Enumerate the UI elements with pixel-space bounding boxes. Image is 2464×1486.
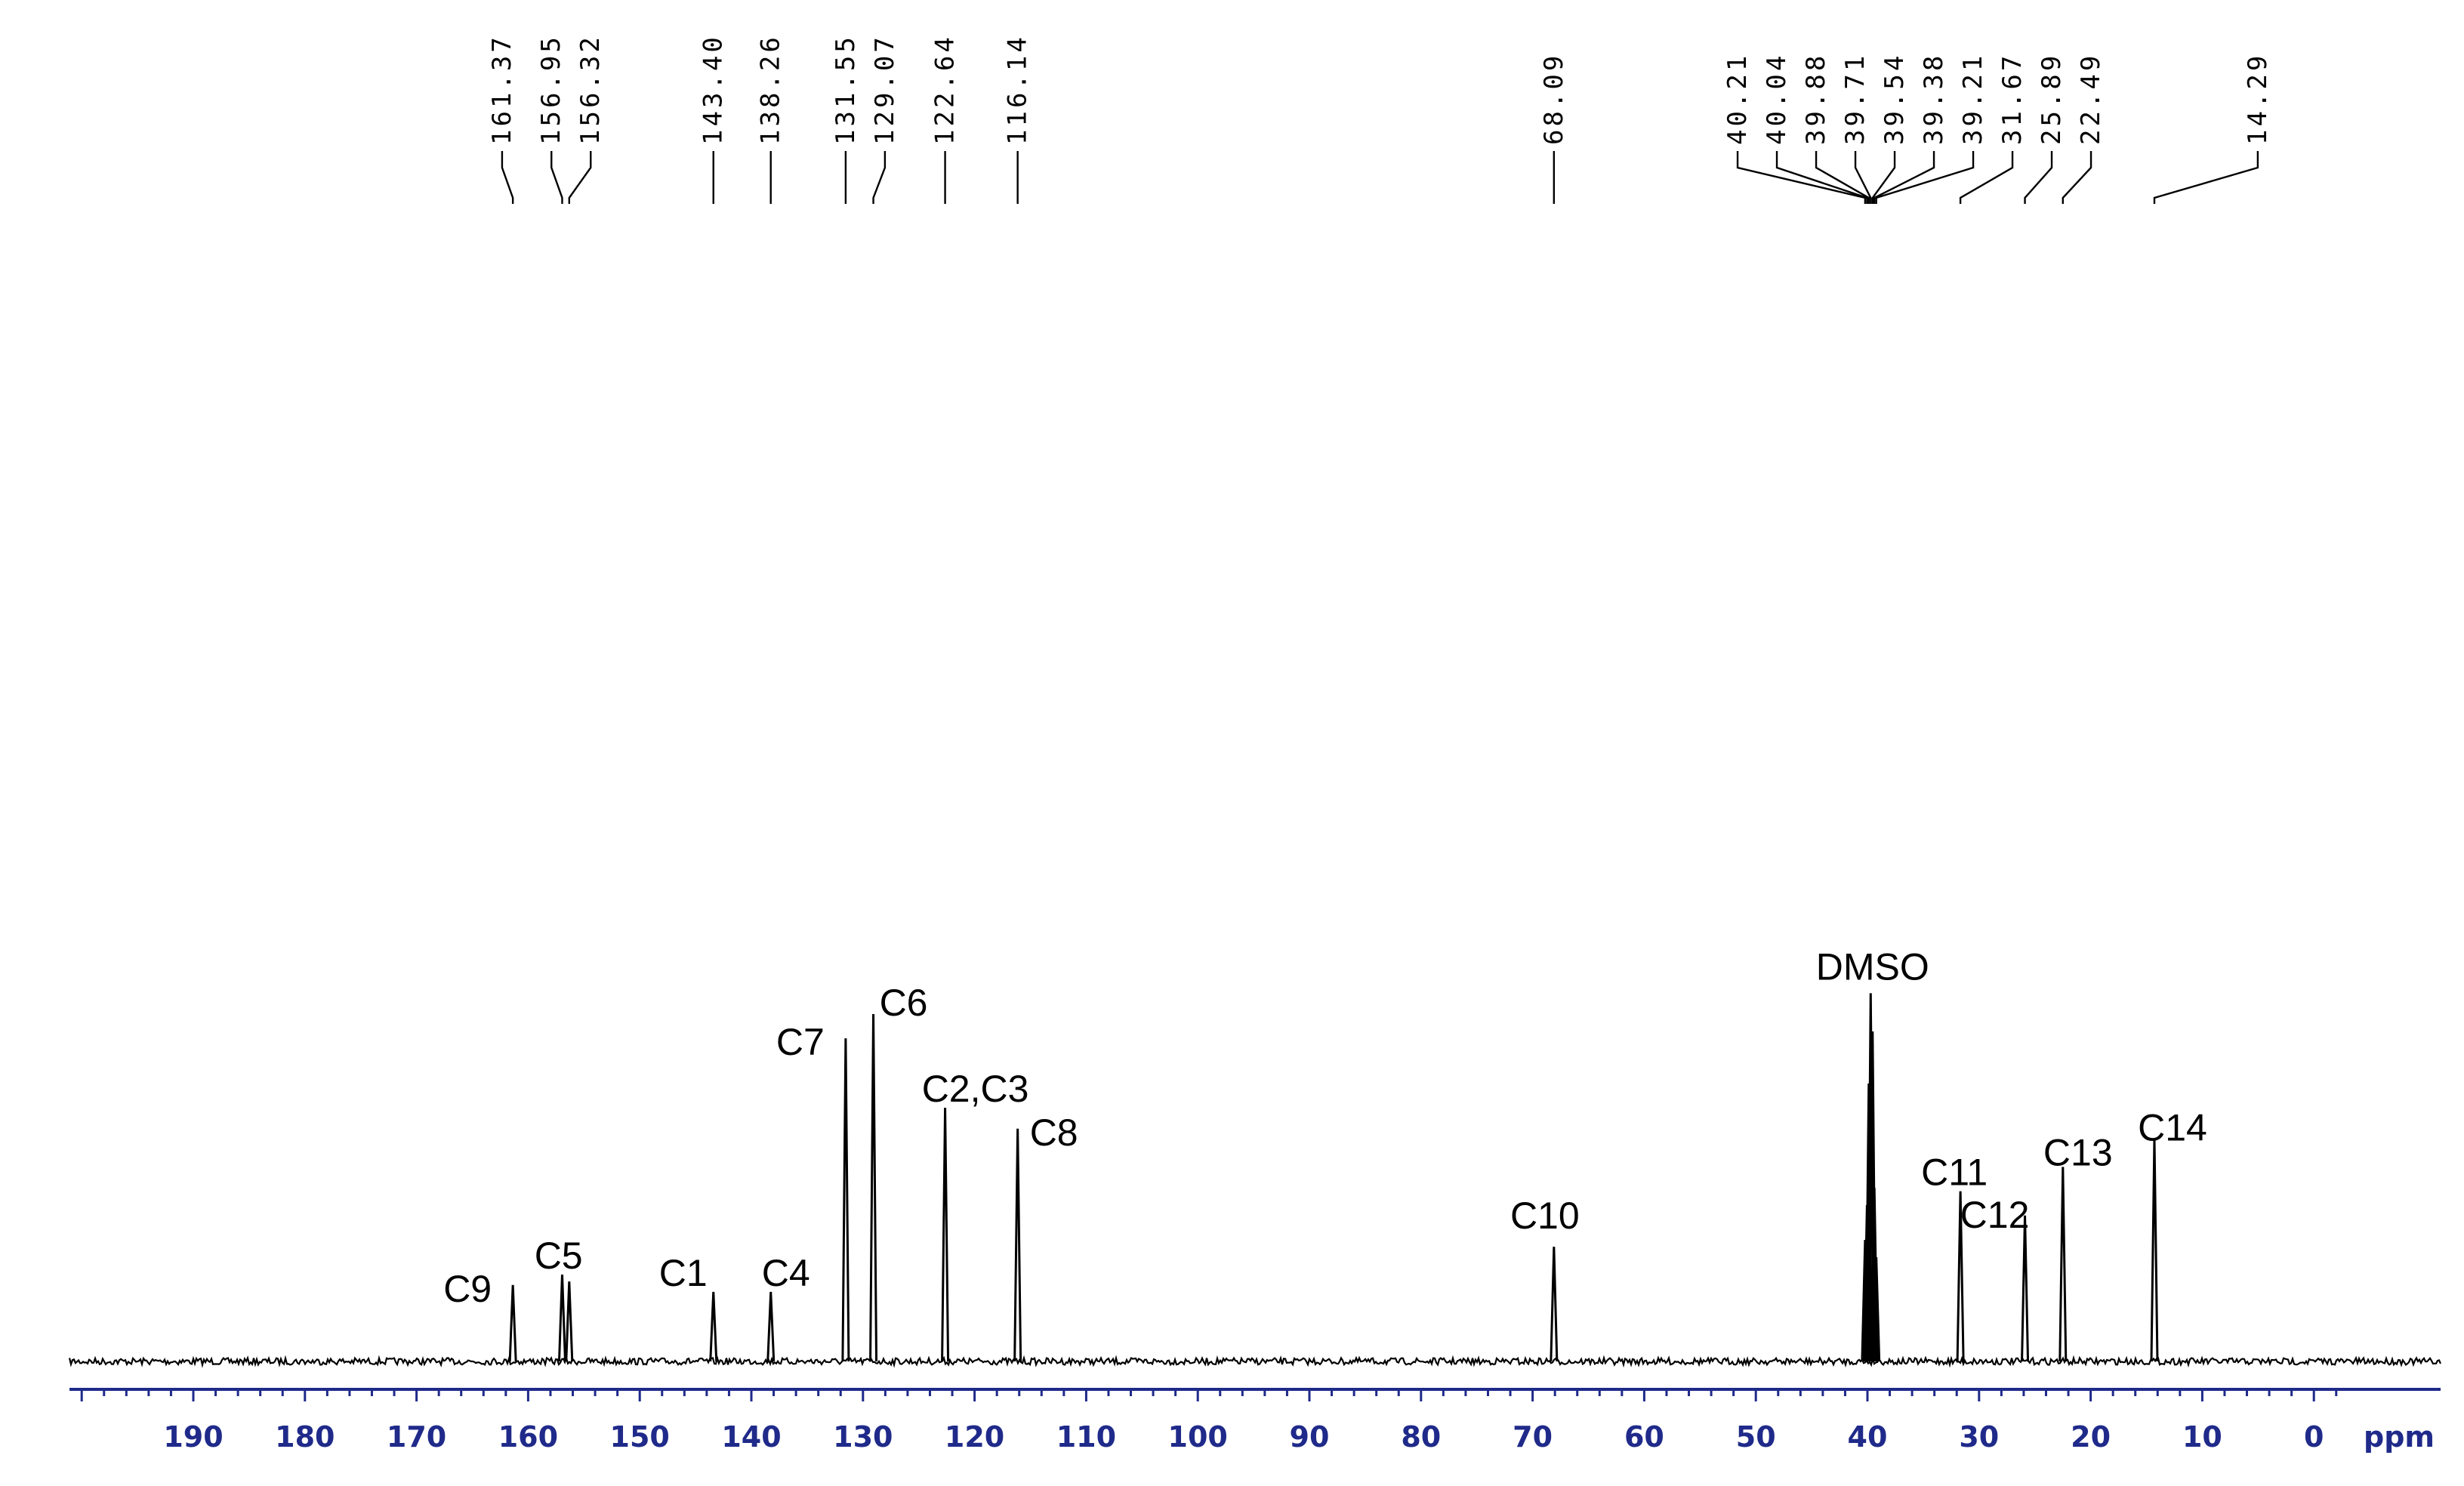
axis-tick-label: 80	[1401, 1420, 1441, 1454]
peak-list-label: 40.21	[1722, 53, 1753, 145]
peak-list-leader	[1875, 151, 1975, 204]
peak-list-leader	[1854, 151, 1872, 204]
peak-156.32	[565, 1281, 574, 1362]
peak-list-leader	[568, 151, 592, 204]
axis-tick-label: 90	[1290, 1420, 1330, 1454]
peak-list-leader	[1959, 151, 2014, 204]
axis-tick-label: 100	[1168, 1420, 1228, 1454]
axis-tick-label: 150	[610, 1420, 670, 1454]
peak-list-leader	[872, 151, 887, 204]
axis-tick-label: 160	[498, 1420, 558, 1454]
assignment-label: C14	[2138, 1107, 2207, 1149]
assignment-label: C7	[776, 1021, 825, 1063]
assignment-label: DMSO	[1816, 945, 1929, 988]
peak-list-leader	[1775, 151, 1868, 204]
axis-tick-label: 70	[1513, 1420, 1553, 1454]
axis-tick-label: 60	[1624, 1420, 1664, 1454]
axis-tick-label: 180	[275, 1420, 335, 1454]
axis-tick-label: 30	[1959, 1420, 1999, 1454]
x-axis: 190 180 170 160 150 140 130 120 110 100 90 80 70 60 50…	[69, 1388, 2441, 1454]
peak-161.37	[508, 1284, 517, 1362]
peak-list-leader	[1871, 151, 1896, 204]
peak-list-leader	[2024, 151, 2053, 204]
peak-list-leader	[550, 151, 563, 204]
peak-list-leader	[2153, 151, 2259, 204]
axis-tick-label: 170	[387, 1420, 446, 1454]
peak-list-label: 131.55	[831, 34, 861, 145]
peak-list-leader	[1736, 151, 1867, 204]
peak-list-label: 39.54	[1880, 53, 1910, 145]
peak-list-label: 40.04	[1762, 53, 1792, 145]
peak-list-label: 25.89	[2037, 53, 2067, 145]
axis-tick-label: 120	[945, 1420, 1004, 1454]
peak-122.64	[941, 1108, 950, 1362]
peak-14.29	[2150, 1139, 2159, 1362]
peak-39.38	[1870, 1187, 1879, 1362]
assignment-label: C8	[1030, 1111, 1078, 1154]
peak-list: 161.37 156.95 156.32 143.40 138.26 131.55 129.…	[487, 34, 2273, 204]
axis-tick-label: 110	[1056, 1420, 1116, 1454]
peak-list-label: 39.38	[1919, 53, 1949, 145]
peak-39.21	[1872, 1256, 1881, 1362]
peak-129.07	[869, 1013, 878, 1362]
assignment-label: C5	[535, 1235, 583, 1277]
peak-list-label: 156.32	[575, 34, 606, 145]
axis-tick-label: 20	[2071, 1420, 2111, 1454]
peak-list-label: 39.71	[1840, 53, 1870, 145]
peak-list-label: 156.95	[536, 34, 566, 145]
peak-143.4	[709, 1291, 718, 1362]
peak-list-leader	[2062, 151, 2092, 204]
axis-tick-label: 130	[833, 1420, 893, 1454]
peak-list-label: 129.07	[870, 34, 900, 145]
peak-31.67	[1956, 1191, 1965, 1362]
peak-131.55	[841, 1038, 850, 1362]
peak-138.26	[766, 1291, 776, 1362]
assignment-label: C2,C3	[922, 1068, 1029, 1110]
baseline-noise	[68, 1355, 2442, 1368]
axis-unit-label: ppm	[2364, 1420, 2435, 1454]
peak-list-leader	[1815, 151, 1870, 204]
assignment-label: C13	[2043, 1131, 2113, 1173]
axis-tick-label: 40	[1848, 1420, 1888, 1454]
assignment-label: C1	[659, 1252, 708, 1294]
axis-tick-label: 50	[1736, 1420, 1776, 1454]
peak-list-label: 143.40	[698, 34, 729, 145]
assignment-label: C11	[1921, 1151, 1988, 1194]
axis-tick-label: 10	[2182, 1420, 2222, 1454]
peak-list-label: 122.64	[930, 34, 961, 145]
peak-68.09	[1550, 1247, 1559, 1362]
peak-list-label: 39.21	[1958, 53, 1988, 145]
peak-156.95	[557, 1274, 566, 1362]
peak-list-leader	[501, 151, 514, 204]
assignment-label: C9	[443, 1268, 492, 1310]
axis-tick-label: 140	[721, 1420, 781, 1454]
peak-list-label: 116.14	[1003, 34, 1033, 145]
peak-list-leader	[1873, 151, 1935, 204]
peak-116.14	[1013, 1128, 1022, 1362]
peak-list-label: 31.67	[1997, 53, 2028, 145]
peak-list-label: 138.26	[756, 34, 786, 145]
peak-list-label: 161.37	[487, 34, 517, 145]
assignment-label: C4	[762, 1252, 810, 1294]
spectrum-trace	[68, 993, 2442, 1368]
peak-list-label: 22.49	[2076, 53, 2106, 145]
axis-tick-label: 190	[163, 1420, 223, 1454]
axis-tick-label: 0	[2304, 1420, 2324, 1454]
assignment-label: C10	[1510, 1195, 1580, 1237]
peak-list-label: 68.09	[1539, 53, 1569, 145]
peak-25.89	[2021, 1215, 2030, 1362]
peak-22.49	[2058, 1167, 2068, 1362]
peak-list-label: 14.29	[2243, 53, 2273, 145]
peak-list-label: 39.88	[1801, 53, 1831, 145]
assignment-label: C6	[880, 982, 928, 1024]
assignment-label: C12	[1960, 1194, 2030, 1236]
